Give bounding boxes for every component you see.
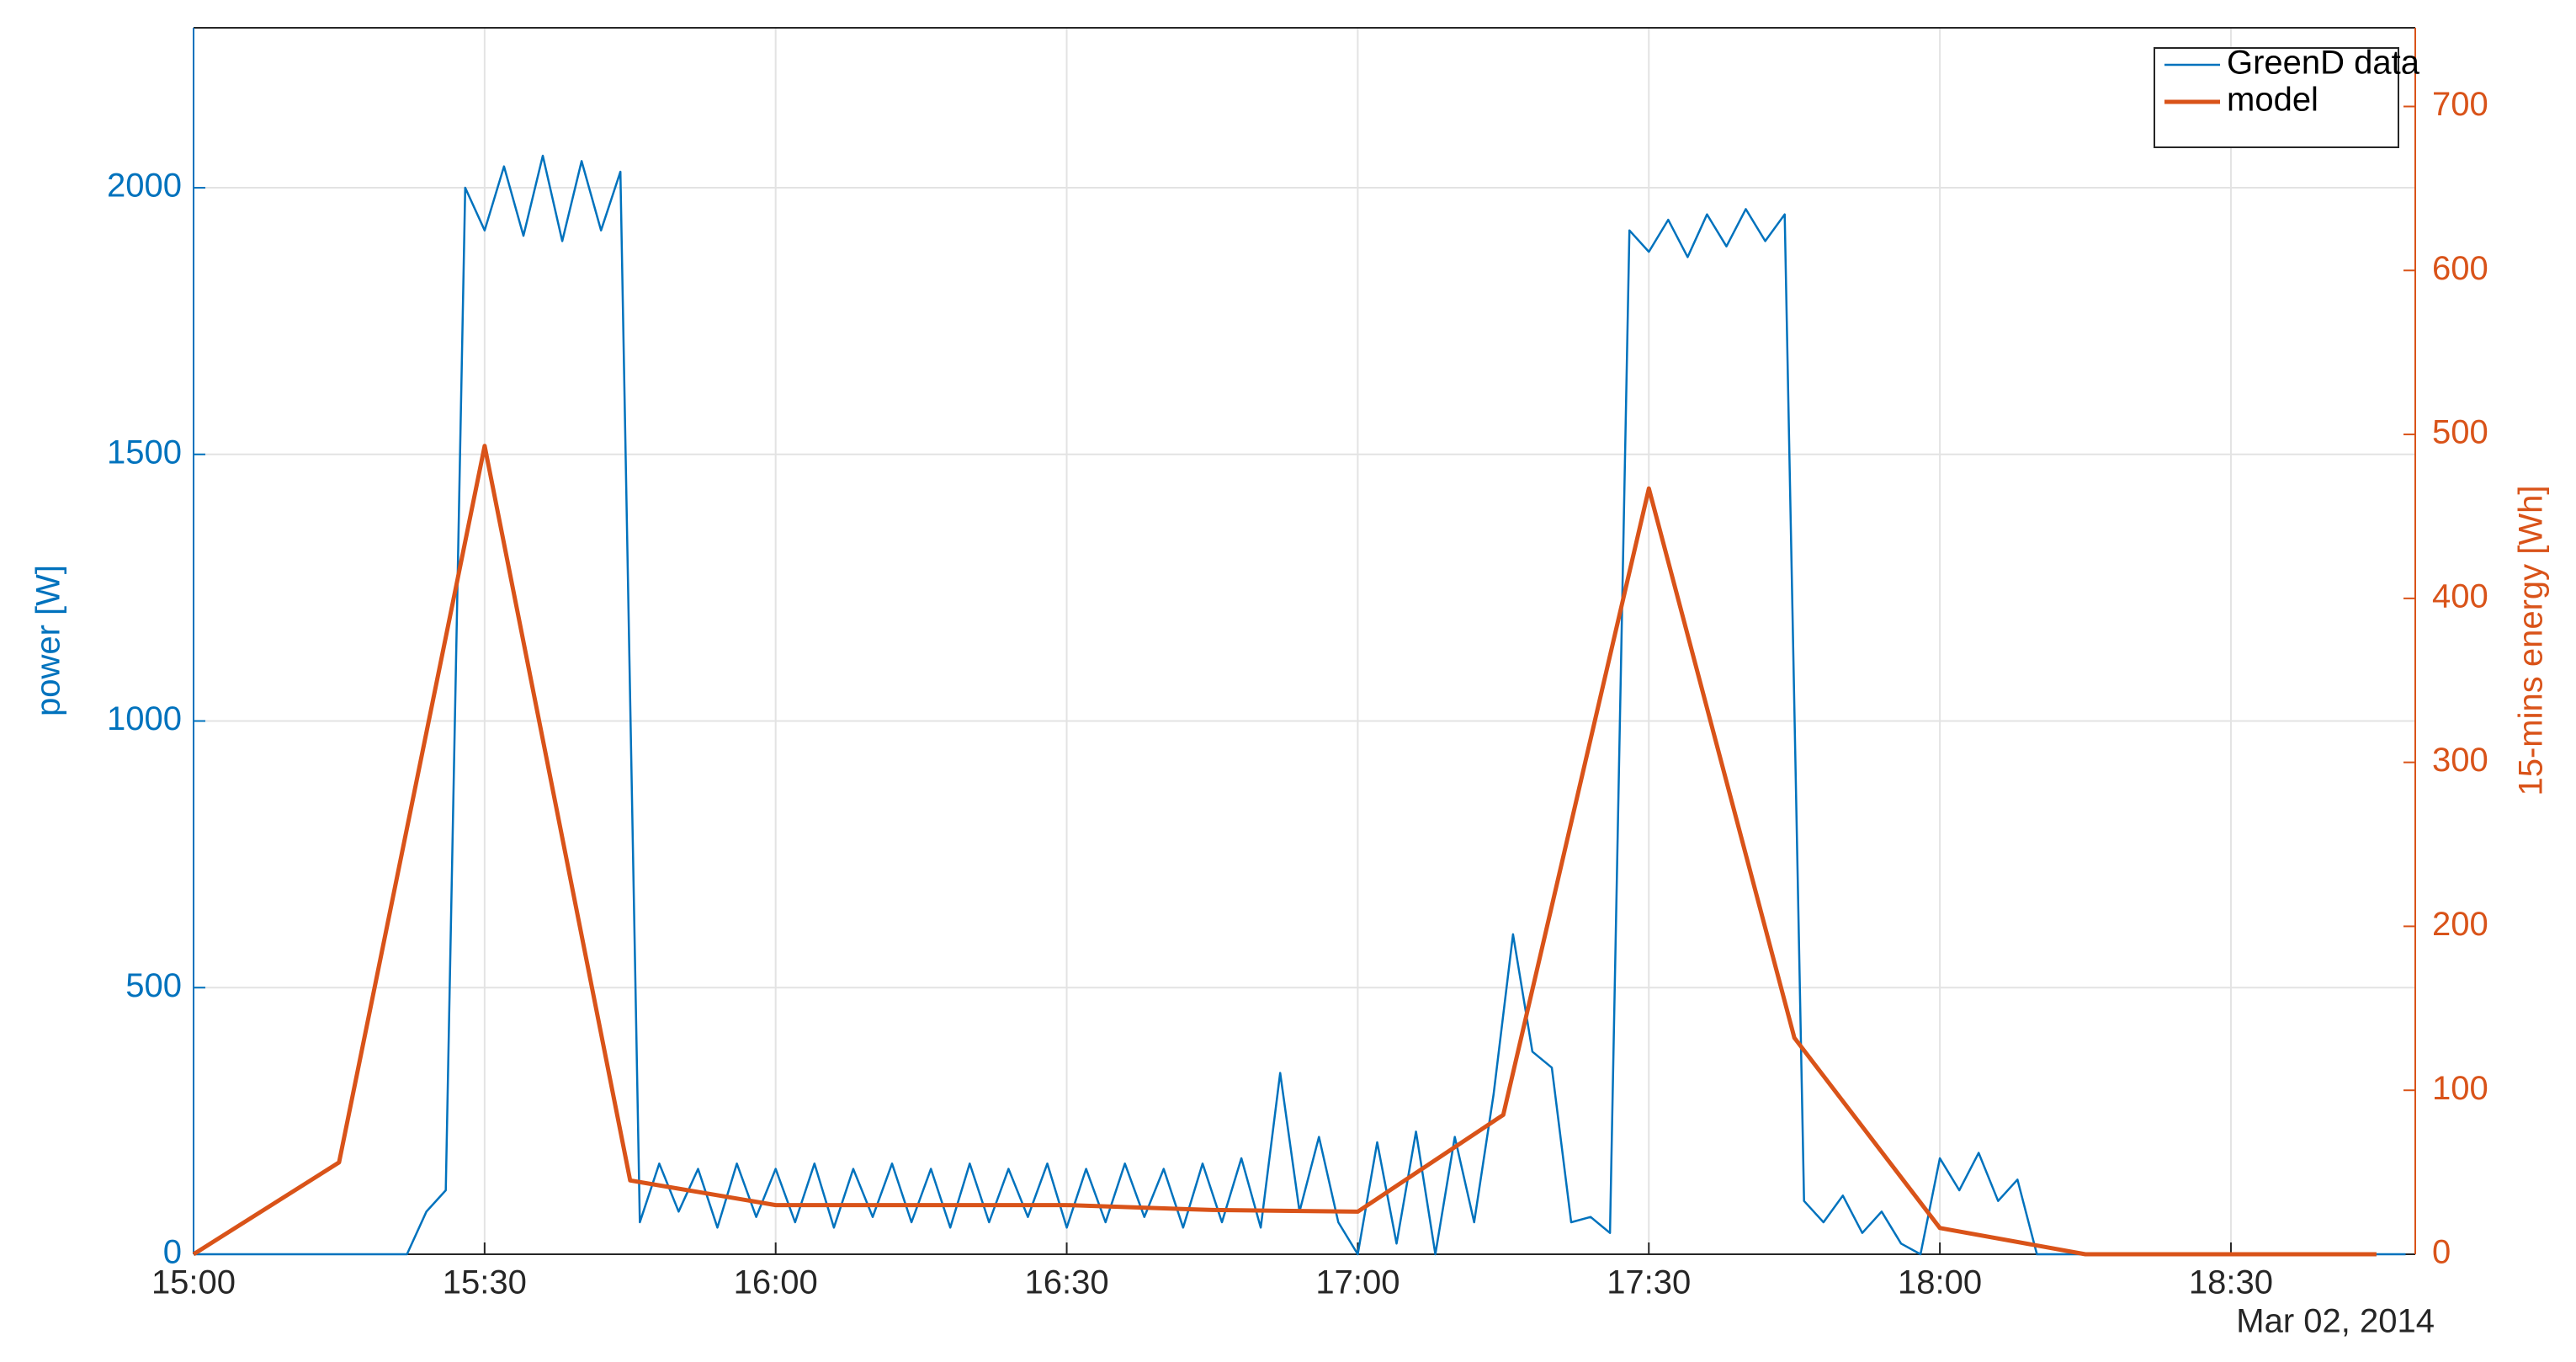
series-line: [194, 154, 2406, 1256]
legend-label: model: [2227, 82, 2318, 119]
y-tick-label: 500: [125, 967, 182, 1004]
y2-tick-label: 700: [2432, 86, 2488, 123]
x-tick-label: 17:00: [1315, 1264, 1400, 1301]
y-tick-label: 0: [163, 1234, 182, 1271]
y2-tick-label: 600: [2432, 250, 2488, 287]
y-axis-label: power [W]: [30, 565, 67, 716]
x-tick-label: 16:00: [734, 1264, 818, 1301]
y2-tick-label: 100: [2432, 1070, 2488, 1107]
y2-tick-label: 400: [2432, 577, 2488, 614]
x-tick-label: 15:00: [151, 1264, 236, 1301]
y2-tick-label: 300: [2432, 742, 2488, 779]
y-tick-label: 1000: [107, 700, 182, 737]
y-tick-label: 1500: [107, 434, 182, 471]
x-tick-label: 17:30: [1607, 1264, 1691, 1301]
date-label: Mar 02, 2014: [2236, 1303, 2435, 1340]
y2-axis-label: 15-mins energy [Wh]: [2513, 485, 2550, 795]
series-line: [192, 444, 2377, 1257]
y2-tick-label: 200: [2432, 906, 2488, 943]
y-tick-label: 2000: [107, 168, 182, 205]
legend-label: GreenD data: [2227, 45, 2420, 82]
y2-tick-label: 500: [2432, 414, 2488, 451]
x-tick-label: 15:30: [443, 1264, 527, 1301]
x-tick-label: 16:30: [1024, 1264, 1108, 1301]
y2-tick-label: 0: [2432, 1234, 2451, 1271]
x-tick-label: 18:00: [1898, 1264, 1982, 1301]
x-tick-label: 18:30: [2189, 1264, 2273, 1301]
